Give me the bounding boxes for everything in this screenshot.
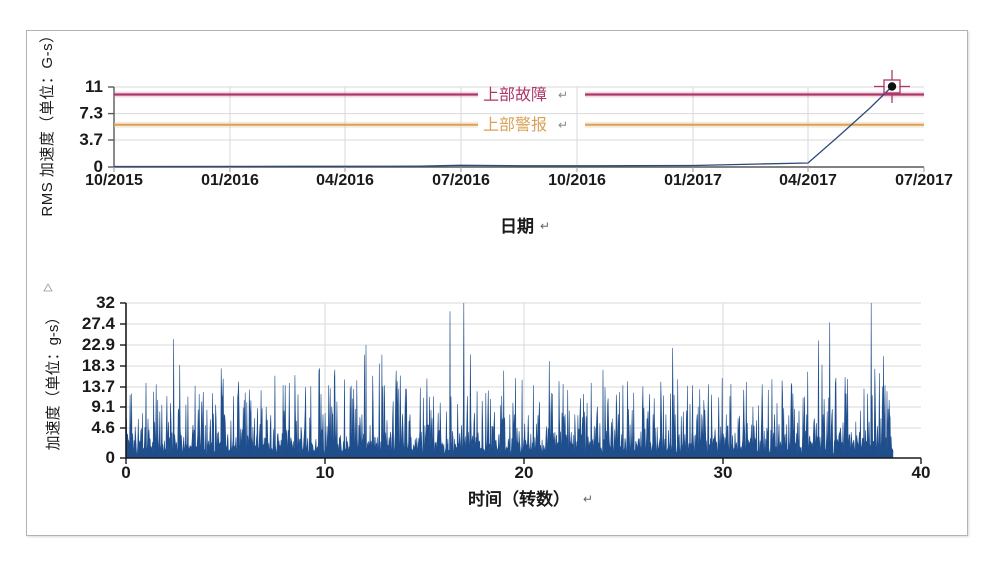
svg-text:10: 10 <box>316 463 335 482</box>
svg-text:加速度（单位：g-s）: 加速度（单位：g-s） <box>45 310 62 451</box>
svg-text:07/2017: 07/2017 <box>895 172 953 189</box>
svg-text:40: 40 <box>912 463 931 482</box>
svg-text:04/2017: 04/2017 <box>779 172 837 189</box>
svg-text:0: 0 <box>121 463 130 482</box>
svg-text:20: 20 <box>515 463 534 482</box>
svg-text:↵: ↵ <box>558 88 568 102</box>
svg-text:10/2015: 10/2015 <box>85 172 143 189</box>
svg-text:11: 11 <box>85 77 103 96</box>
svg-text:18.3: 18.3 <box>82 356 115 375</box>
svg-text:13.7: 13.7 <box>82 377 115 396</box>
svg-text:01/2016: 01/2016 <box>201 172 259 189</box>
svg-text:上部警报: 上部警报 <box>483 116 547 134</box>
svg-text:3.7: 3.7 <box>79 130 103 149</box>
svg-text:0: 0 <box>106 448 115 467</box>
svg-text:↵: ↵ <box>558 118 568 132</box>
svg-text:上部故障: 上部故障 <box>483 86 547 104</box>
svg-text:22.9: 22.9 <box>82 335 115 354</box>
svg-text:32: 32 <box>96 293 115 312</box>
svg-text:10/2016: 10/2016 <box>548 172 606 189</box>
svg-text:日期: 日期 <box>500 217 534 236</box>
svg-text:01/2017: 01/2017 <box>664 172 722 189</box>
svg-text:27.4: 27.4 <box>82 314 116 333</box>
svg-text:7.3: 7.3 <box>79 104 103 123</box>
svg-text:↵: ↵ <box>583 492 593 506</box>
svg-text:RMS 加速度（单位：G-s）: RMS 加速度（单位：G-s） <box>39 27 56 216</box>
svg-text:时间（转数）: 时间（转数） <box>468 489 570 509</box>
svg-text:4.6: 4.6 <box>91 418 115 437</box>
svg-text:04/2016: 04/2016 <box>316 172 374 189</box>
svg-text:9.1: 9.1 <box>91 397 115 416</box>
svg-text:30: 30 <box>714 463 733 482</box>
svg-text:07/2016: 07/2016 <box>432 172 490 189</box>
svg-text:↵: ↵ <box>540 219 550 233</box>
